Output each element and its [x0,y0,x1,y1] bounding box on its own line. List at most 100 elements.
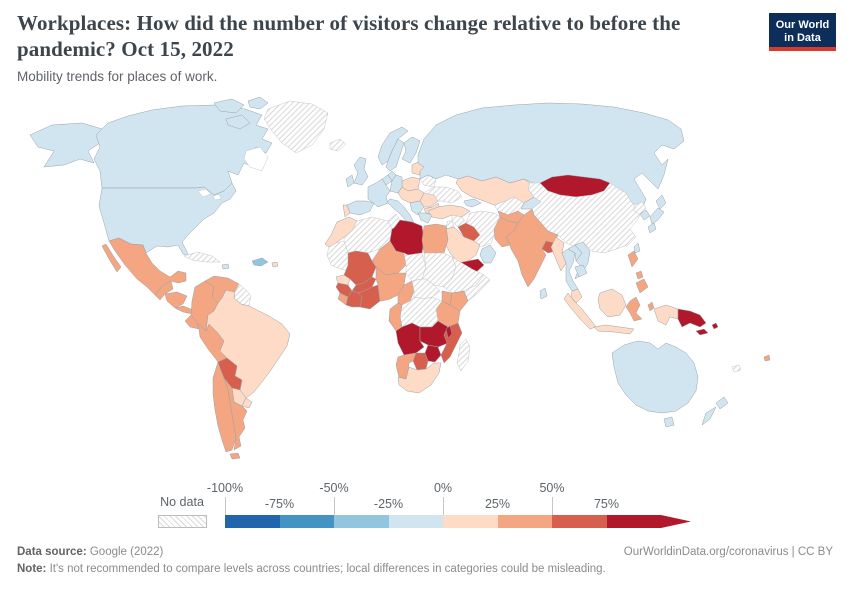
legend-tick-line [334,497,335,516]
country-sweden[interactable] [385,138,405,172]
data-source: Data source: Google (2022) [17,546,163,558]
legend-bin--25 to 0[interactable] [388,515,443,528]
country-angola[interactable] [395,322,425,356]
country-fiji[interactable] [763,354,771,362]
country-mexico-baja[interactable] [101,243,122,273]
owid-logo-line2: in Data [784,32,821,44]
country-canada-arctic-2[interactable] [247,96,269,110]
country-cambodia[interactable] [574,264,588,278]
country-borneo[interactable] [597,288,627,318]
legend-tick-label: 25% [484,497,511,511]
country-malaysia-peninsula[interactable] [570,288,583,304]
country-new-zealand-south[interactable] [701,406,717,426]
country-japan-kyushu[interactable] [647,222,657,234]
country-western-balkans[interactable] [409,200,425,216]
country-new-britain[interactable] [695,328,709,336]
legend-arrowhead[interactable] [661,515,691,528]
country-finland[interactable] [401,136,421,164]
owid-logo[interactable]: Our World in Data [769,13,836,51]
country-mozambique[interactable] [440,322,463,364]
country-hispaniola[interactable] [251,257,269,267]
legend-bin--75 to -50[interactable] [279,515,334,528]
legend-tick-label: -25% [373,497,404,511]
country-canada-arctic-3[interactable] [225,114,251,130]
country-egypt[interactable] [421,223,449,254]
country-solomon-islands[interactable] [711,322,719,330]
country-new-caledonia[interactable] [731,364,742,373]
country-west-papua[interactable] [653,304,679,326]
footer-note-value: It's not recommended to compare levels a… [46,563,606,575]
legend-bin--50 to -25[interactable] [334,515,389,528]
country-japan-honshu[interactable] [649,207,665,225]
country-united-kingdom[interactable] [353,156,369,186]
legend-bin-50 to 75[interactable] [552,515,607,528]
country-oman[interactable] [479,244,497,264]
country-congo-gabon[interactable] [388,302,403,332]
country-north-korea[interactable] [633,201,647,215]
country-japan-hokkaido[interactable] [655,194,667,210]
great-lakes [197,188,222,201]
legend-bin--100 to -75[interactable] [225,515,280,528]
country-canada-arctic-1[interactable] [213,98,245,114]
country-guatemala[interactable] [154,280,174,301]
country-saudi-arabia[interactable] [443,226,481,264]
country-mexico[interactable] [108,237,187,296]
country-honduras-nicaragua[interactable] [164,291,188,309]
country-tasmania[interactable] [663,416,675,428]
country-uruguay[interactable] [241,397,253,409]
no-data-swatch[interactable] [158,515,207,528]
legend-bin-75+[interactable] [606,515,661,528]
country-greece[interactable] [417,212,433,224]
country-turkey[interactable] [427,204,471,220]
chart-subtitle: Mobility trends for places of work. [17,69,218,84]
country-brazil[interactable] [205,289,291,399]
country-iceland[interactable] [329,138,347,152]
country-caucasus[interactable] [463,198,482,208]
country-south-africa[interactable] [397,362,442,394]
country-norway[interactable] [377,126,409,166]
country-greenland[interactable] [263,100,329,154]
country-malawi[interactable] [445,325,453,339]
country-sulawesi[interactable] [625,296,643,322]
country-central-african-republic[interactable] [411,278,441,300]
country-myanmar[interactable] [550,236,567,272]
attribution-link[interactable]: OurWorldinData.org/coronavirus | CC BY [623,546,833,558]
country-java[interactable] [593,324,635,335]
country-moluccas[interactable] [647,301,655,312]
country-philippines-mindanao[interactable] [635,278,649,294]
country-papua-new-guinea[interactable] [677,308,707,328]
legend-bin-25 to 50[interactable] [497,515,552,528]
country-australia[interactable] [611,340,699,414]
country-portugal[interactable] [342,204,351,218]
country-ireland[interactable] [345,174,355,188]
country-sumatra[interactable] [563,292,597,330]
world-map [29,96,771,460]
country-iran[interactable] [465,210,501,248]
country-united-states-alaska[interactable] [29,122,103,168]
country-ukraine[interactable] [423,186,463,204]
country-philippines-luzon[interactable] [627,250,639,268]
chart-footer: Data source: Google (2022) OurWorldinDat… [17,546,833,575]
country-madagascar[interactable] [456,338,471,372]
country-spain[interactable] [346,200,375,216]
legend-tick-label: -75% [264,497,295,511]
country-philippines-visayas[interactable] [635,270,644,280]
country-south-korea[interactable] [639,209,651,221]
country-argentina[interactable] [223,377,248,451]
country-tierra-del-fuego[interactable] [229,452,241,460]
country-cuba[interactable] [183,251,221,263]
country-nigeria[interactable] [375,266,407,302]
country-taiwan[interactable] [633,242,641,254]
country-thailand[interactable] [561,248,579,292]
country-sri-lanka[interactable] [539,287,548,300]
country-puerto-rico[interactable] [271,261,279,268]
legend-bin-0 to 25[interactable] [443,515,498,528]
country-new-zealand-north[interactable] [715,396,729,410]
country-ecuador[interactable] [184,314,200,330]
country-jamaica[interactable] [221,263,230,270]
legend-tick-line [225,497,226,516]
country-kenya[interactable] [449,290,469,312]
data-source-value: Google (2022) [86,546,164,558]
country-morocco[interactable] [324,216,358,248]
